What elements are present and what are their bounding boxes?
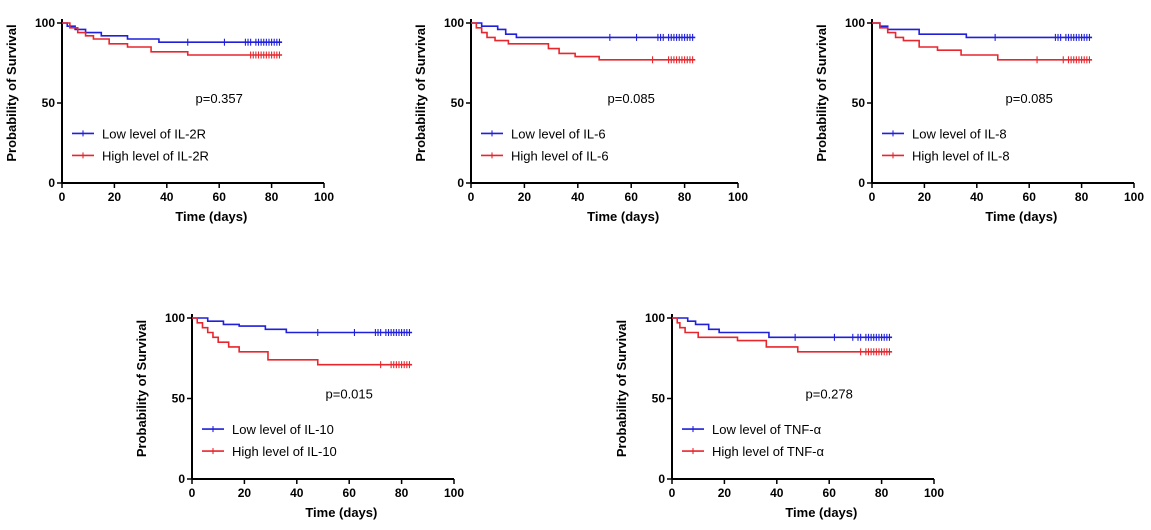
x-tick-label: 40	[571, 190, 585, 204]
survival-curve-series-0	[872, 22, 1093, 39]
x-tick-label: 0	[869, 190, 876, 204]
survival-curve-series-0	[672, 317, 893, 339]
x-axis-title: Time (days)	[985, 209, 1057, 224]
x-axis-title: Time (days)	[587, 209, 659, 224]
x-tick-label: 40	[160, 190, 174, 204]
survival-curve-series-1	[192, 317, 413, 366]
y-tick-label: 100	[845, 16, 865, 30]
y-tick-label: 0	[658, 472, 665, 486]
y-tick-label: 100	[645, 311, 665, 325]
y-tick-label: 50	[652, 392, 666, 406]
chart-svg: 0 20 40 60 80 100 0 50 100 Time (days) Probability…	[4, 16, 334, 224]
y-tick-label: 50	[451, 96, 465, 110]
y-axis-title: Probability of Survival	[814, 24, 829, 161]
x-tick-label: 20	[108, 190, 122, 204]
x-axis-title: Time (days)	[785, 505, 857, 520]
y-tick-label: 0	[48, 176, 55, 190]
p-value-label: p=0.278	[806, 387, 853, 402]
x-tick-label: 60	[1023, 190, 1037, 204]
y-tick-label: 100	[35, 16, 55, 30]
y-tick-label: 0	[457, 176, 464, 190]
survival-chart-il-6: 0 20 40 60 80 100 0 50 100 Time (days) Probability…	[400, 0, 780, 235]
x-tick-label: 100	[444, 486, 464, 500]
y-tick-label: 50	[172, 392, 186, 406]
p-value-label: p=0.085	[1006, 91, 1053, 106]
legend-label: High level of IL-10	[232, 444, 337, 459]
x-tick-label: 20	[918, 190, 932, 204]
x-tick-label: 0	[468, 190, 475, 204]
legend-label: Low level of IL-10	[232, 422, 334, 437]
survival-curve-series-0	[62, 22, 283, 43]
x-tick-label: 80	[1075, 190, 1089, 204]
survival-curve-series-1	[872, 22, 1093, 61]
survival-curve-series-1	[62, 22, 283, 56]
x-tick-label: 80	[875, 486, 889, 500]
legend-label: High level of IL-2R	[102, 148, 209, 163]
x-tick-label: 80	[265, 190, 279, 204]
x-tick-label: 80	[678, 190, 692, 204]
legend-label: Low level of IL-8	[912, 126, 1007, 141]
y-axis-title: Probability of Survival	[134, 320, 149, 457]
p-value-label: p=0.357	[196, 91, 243, 106]
x-tick-label: 60	[823, 486, 837, 500]
x-tick-label: 40	[970, 190, 984, 204]
survival-chart-il-10: 0 20 40 60 80 100 0 50 100 Time (days) Probability…	[130, 290, 510, 525]
x-tick-label: 60	[213, 190, 227, 204]
survival-chart-il-8: 0 20 40 60 80 100 0 50 100 Time (days) Probability…	[800, 0, 1151, 235]
legend-label: High level of TNF-α	[712, 444, 825, 459]
y-tick-label: 0	[858, 176, 865, 190]
x-tick-label: 0	[59, 190, 66, 204]
survival-curve-series-0	[192, 317, 413, 334]
x-tick-label: 0	[669, 486, 676, 500]
p-value-label: p=0.015	[326, 387, 373, 402]
legend-label: Low level of IL-2R	[102, 126, 206, 141]
survival-curve-series-1	[471, 22, 696, 61]
x-tick-label: 60	[343, 486, 357, 500]
legend-label: High level of IL-6	[511, 148, 609, 163]
y-tick-label: 50	[42, 96, 56, 110]
survival-curve-series-0	[471, 22, 696, 39]
x-tick-label: 20	[718, 486, 732, 500]
y-tick-label: 50	[852, 96, 866, 110]
chart-svg: 0 20 40 60 80 100 0 50 100 Time (days) Probability…	[614, 311, 944, 520]
x-tick-label: 20	[238, 486, 252, 500]
legend-label: Low level of IL-6	[511, 126, 606, 141]
survival-chart-il-2r: 0 20 40 60 80 100 0 50 100 Time (days) Probability…	[0, 0, 380, 235]
x-tick-label: 60	[625, 190, 639, 204]
x-tick-label: 100	[1124, 190, 1144, 204]
chart-svg: 0 20 40 60 80 100 0 50 100 Time (days) Probability…	[814, 16, 1144, 224]
x-tick-label: 100	[728, 190, 748, 204]
x-tick-label: 40	[770, 486, 784, 500]
y-axis-title: Probability of Survival	[614, 320, 629, 457]
y-tick-label: 0	[178, 472, 185, 486]
x-axis-title: Time (days)	[175, 209, 247, 224]
chart-svg: 0 20 40 60 80 100 0 50 100 Time (days) Probability…	[413, 16, 748, 224]
chart-svg: 0 20 40 60 80 100 0 50 100 Time (days) Probability…	[134, 311, 464, 520]
y-axis-title: Probability of Survival	[4, 24, 19, 161]
x-tick-label: 0	[189, 486, 196, 500]
survival-chart-tnf-alpha: 0 20 40 60 80 100 0 50 100 Time (days) Probability…	[610, 290, 990, 525]
p-value-label: p=0.085	[608, 91, 655, 106]
y-tick-label: 100	[165, 311, 185, 325]
x-tick-label: 40	[290, 486, 304, 500]
x-tick-label: 100	[314, 190, 334, 204]
legend-label: Low level of TNF-α	[712, 422, 822, 437]
legend-label: High level of IL-8	[912, 148, 1010, 163]
y-tick-label: 100	[444, 16, 464, 30]
y-axis-title: Probability of Survival	[413, 24, 428, 161]
survival-curve-series-1	[672, 317, 893, 353]
x-tick-label: 20	[518, 190, 532, 204]
x-tick-label: 80	[395, 486, 409, 500]
x-tick-label: 100	[924, 486, 944, 500]
x-axis-title: Time (days)	[305, 505, 377, 520]
